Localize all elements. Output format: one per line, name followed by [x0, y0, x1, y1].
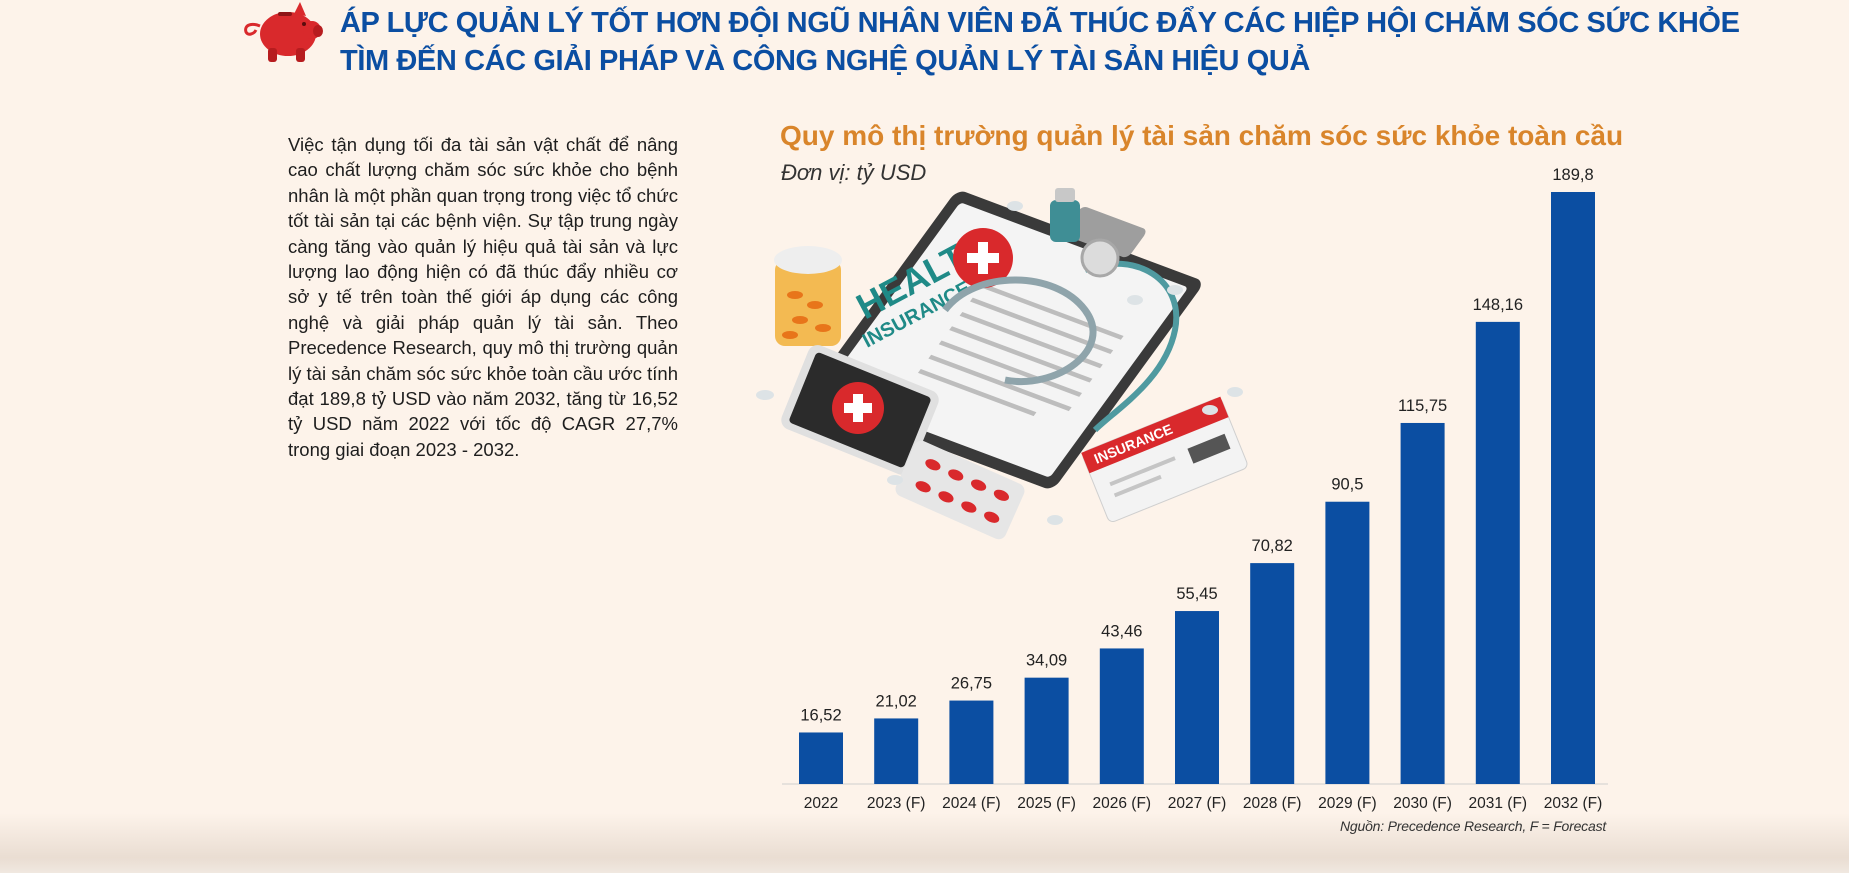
category-label-5: 2027 (F) — [1168, 795, 1227, 812]
bar-6 — [1250, 563, 1295, 784]
bar-10 — [1551, 192, 1595, 784]
category-label-1: 2023 (F) — [867, 795, 926, 812]
category-label-8: 2030 (F) — [1393, 795, 1452, 812]
headline-line-1: ÁP LỰC QUẢN LÝ TỐT HƠN ĐỘI NGŨ NHÂN VIÊN… — [340, 7, 1740, 39]
bar-1 — [874, 718, 919, 784]
value-label-5: 55,45 — [1176, 585, 1217, 603]
category-label-4: 2026 (F) — [1093, 795, 1152, 812]
value-label-0: 16,52 — [800, 706, 841, 724]
chart-title: Quy mô thị trường quản lý tài sản chăm s… — [780, 120, 1624, 151]
bar-9 — [1475, 321, 1520, 784]
headline-line-2: TÌM ĐẾN CÁC GIẢI PHÁP VÀ CÔNG NGHỆ QUẢN … — [340, 45, 1310, 77]
headline: ÁP LỰC QUẢN LÝ TỐT HƠN ĐỘI NGŨ NHÂN VIÊN… — [340, 4, 1740, 80]
category-label-10: 2032 (F) — [1544, 795, 1603, 812]
category-label-3: 2025 (F) — [1017, 795, 1076, 812]
category-label-0: 2022 — [804, 795, 838, 812]
article-body: Việc tận dụng tối đa tài sản vật chất để… — [288, 134, 678, 460]
category-label-7: 2029 (F) — [1318, 795, 1377, 812]
bar-0 — [799, 732, 843, 784]
category-label-9: 2031 (F) — [1469, 795, 1528, 812]
category-label-2: 2024 (F) — [942, 795, 1001, 812]
value-label-2: 26,75 — [951, 675, 992, 693]
category-label-6: 2028 (F) — [1243, 795, 1302, 812]
value-label-6: 70,82 — [1252, 537, 1293, 555]
piggy-bank-icon — [244, 2, 323, 62]
health-insurance-illustration: HEALTH INSURANCE INSURANCE — [756, 188, 1248, 540]
value-label-3: 34,09 — [1026, 652, 1067, 670]
bar-4 — [1099, 648, 1144, 784]
value-label-1: 21,02 — [876, 692, 917, 710]
bottom-shadow — [0, 813, 1849, 873]
value-label-8: 115,75 — [1398, 397, 1447, 415]
bar-3 — [1024, 677, 1069, 784]
bar-2 — [949, 700, 994, 784]
chart-unit: Đơn vị: tỷ USD — [781, 160, 927, 185]
value-label-4: 43,46 — [1101, 622, 1142, 640]
value-label-10: 189,8 — [1552, 166, 1593, 184]
bar-5 — [1175, 611, 1219, 784]
chart-source: Nguồn: Precedence Research, F = Forecast — [1340, 818, 1607, 834]
bar-7 — [1325, 501, 1370, 784]
value-label-9: 148,16 — [1473, 296, 1523, 314]
value-label-7: 90,5 — [1331, 476, 1363, 494]
bar-8 — [1400, 422, 1445, 784]
